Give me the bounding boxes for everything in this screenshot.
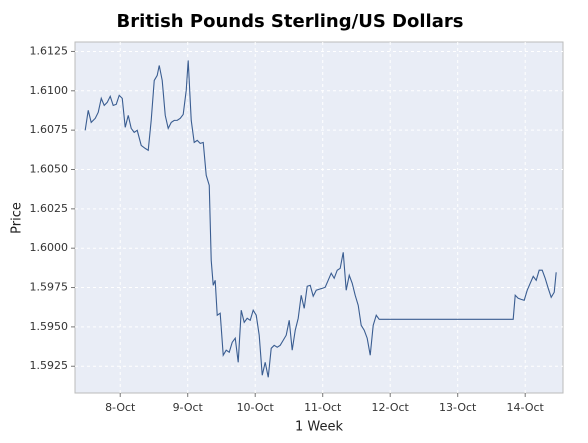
- y-tick-label: 1.6125: [30, 44, 69, 57]
- plot-area: [74, 41, 564, 394]
- y-tick-label: 1.5975: [30, 281, 69, 294]
- y-tick-label: 1.5950: [30, 320, 69, 333]
- y-tick-label: 1.6000: [30, 241, 69, 254]
- price-line: [84, 60, 557, 378]
- chart-title: British Pounds Sterling/US Dollars: [117, 11, 464, 32]
- x-axis-label: 1 Week: [295, 420, 343, 435]
- x-tick-label: 10-Oct: [237, 401, 275, 414]
- y-tick-label: 1.6100: [30, 84, 69, 97]
- y-tick-label: 1.5925: [30, 359, 69, 372]
- y-axis-label: Price: [10, 202, 25, 234]
- x-tick-label: 12-Oct: [372, 401, 410, 414]
- x-tick-label: 11-Oct: [304, 401, 342, 414]
- x-tick-label: 9-Oct: [173, 401, 204, 414]
- x-tick-label: 8-Oct: [105, 401, 136, 414]
- x-tick-label: 14-Oct: [507, 401, 545, 414]
- y-tick-label: 1.6050: [30, 162, 69, 175]
- y-tick-label: 1.6075: [30, 123, 69, 136]
- x-tick-label: 13-Oct: [439, 401, 477, 414]
- y-tick-label: 1.6025: [30, 202, 69, 215]
